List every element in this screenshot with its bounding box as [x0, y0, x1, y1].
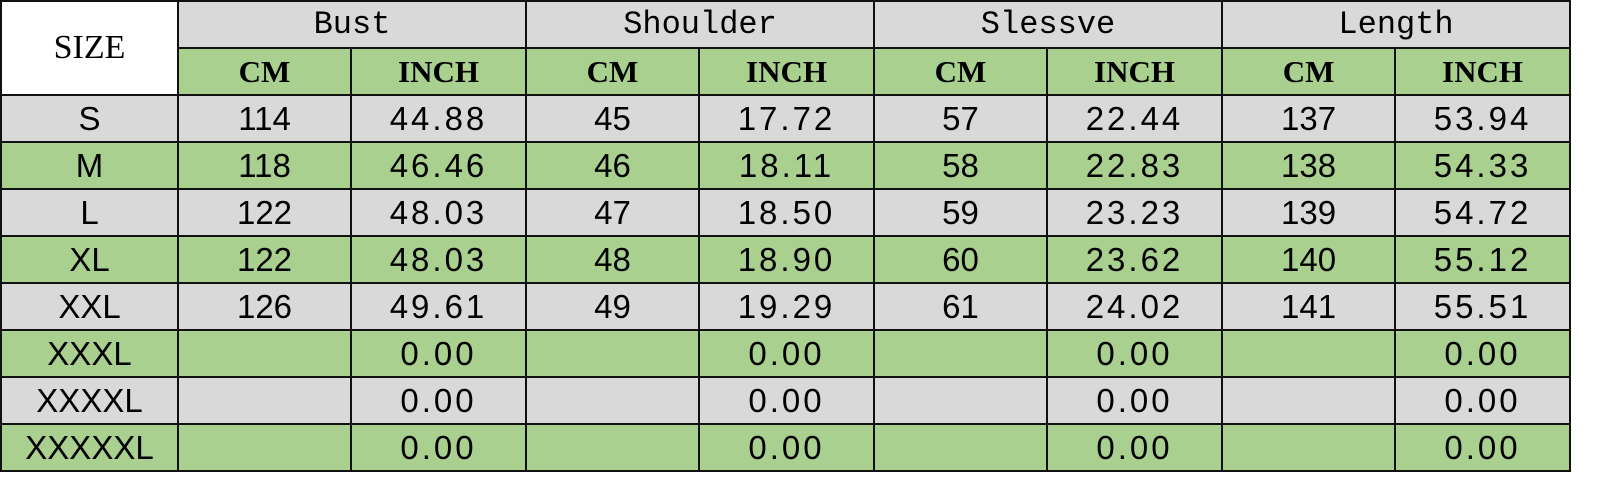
inch-cell: 0.00	[350, 376, 527, 425]
cm-cell	[525, 329, 700, 378]
cm-cell: 137	[1221, 94, 1397, 143]
cm-cell: 57	[873, 94, 1048, 143]
inch-cell: 18.50	[698, 188, 875, 237]
cm-cell: 49	[525, 282, 700, 331]
inch-cell: 55.12	[1394, 235, 1572, 284]
inch-cell: 54.33	[1394, 141, 1572, 190]
size-cell: M	[0, 141, 179, 190]
inch-cell: 24.02	[1045, 282, 1224, 331]
cm-cell: 138	[1221, 141, 1397, 190]
inch-cell: 0.00	[350, 423, 527, 472]
inch-cell: 0.00	[698, 329, 875, 378]
inch-cell: 23.62	[1045, 235, 1224, 284]
cm-cell: 139	[1221, 188, 1397, 237]
cm-cell	[873, 376, 1048, 425]
cm-cell	[525, 423, 700, 472]
cm-cell: 58	[873, 141, 1048, 190]
size-header: SIZE	[0, 0, 179, 96]
cm-cell	[1221, 376, 1397, 425]
inch-cell: 0.00	[1045, 376, 1224, 425]
unit-header-inch: INCH	[350, 47, 527, 96]
table-row: XXXXL 0.00 0.00 0.00 0.00	[0, 376, 1572, 425]
inch-cell: 18.11	[698, 141, 875, 190]
cm-cell: 48	[525, 235, 700, 284]
unit-header-inch: INCH	[698, 47, 875, 96]
table-row: S 114 44.88 45 17.72 57 22.44 137 53.94	[0, 94, 1572, 143]
table-row: XXL 126 49.61 49 19.29 61 24.02 141 55.51	[0, 282, 1572, 331]
unit-header-cm: CM	[1221, 47, 1397, 96]
inch-cell: 53.94	[1394, 94, 1572, 143]
cm-cell: 45	[525, 94, 700, 143]
unit-header-cm: CM	[177, 47, 352, 96]
table-row: M 118 46.46 46 18.11 58 22.83 138 54.33	[0, 141, 1572, 190]
cm-cell	[873, 329, 1048, 378]
size-cell: XXL	[0, 282, 179, 331]
inch-cell: 48.03	[350, 188, 527, 237]
table-row: XL 122 48.03 48 18.90 60 23.62 140 55.12	[0, 235, 1572, 284]
inch-cell: 0.00	[1394, 376, 1572, 425]
cm-cell: 47	[525, 188, 700, 237]
cm-cell	[177, 423, 352, 472]
cm-cell	[177, 376, 352, 425]
cm-cell	[177, 329, 352, 378]
cm-cell: 140	[1221, 235, 1397, 284]
inch-cell: 22.44	[1045, 94, 1224, 143]
cm-cell: 118	[177, 141, 352, 190]
size-cell: S	[0, 94, 179, 143]
inch-cell: 0.00	[1394, 329, 1572, 378]
table-row: L 122 48.03 47 18.50 59 23.23 139 54.72	[0, 188, 1572, 237]
inch-cell: 0.00	[1045, 423, 1224, 472]
cm-cell: 126	[177, 282, 352, 331]
unit-header-row: CM INCH CM INCH CM INCH CM INCH	[1, 47, 1572, 96]
group-header-row: SIZE Bust Shoulder Slessve Length	[0, 0, 1572, 96]
inch-cell: 0.00	[1045, 329, 1224, 378]
inch-cell: 0.00	[1394, 423, 1572, 472]
inch-cell: 44.88	[350, 94, 527, 143]
inch-cell: 54.72	[1394, 188, 1572, 237]
unit-header-cm: CM	[525, 47, 700, 96]
inch-cell: 22.83	[1045, 141, 1224, 190]
group-header-length: Length	[1221, 0, 1572, 49]
cm-cell: 59	[873, 188, 1048, 237]
cm-cell	[873, 423, 1048, 472]
size-chart-table: SIZE Bust Shoulder Slessve Length CM INC…	[0, 0, 1572, 472]
cm-cell: 122	[177, 188, 352, 237]
cm-cell: 61	[873, 282, 1048, 331]
inch-cell: 23.23	[1045, 188, 1224, 237]
table-row: XXXL 0.00 0.00 0.00 0.00	[0, 329, 1572, 378]
cm-cell: 60	[873, 235, 1048, 284]
cm-cell: 46	[525, 141, 700, 190]
cm-cell: 141	[1221, 282, 1397, 331]
inch-cell: 18.90	[698, 235, 875, 284]
unit-header-inch: INCH	[1394, 47, 1572, 96]
unit-header-cm: CM	[873, 47, 1048, 96]
size-cell: XXXL	[0, 329, 179, 378]
inch-cell: 19.29	[698, 282, 875, 331]
unit-header-inch: INCH	[1045, 47, 1224, 96]
size-cell: L	[0, 188, 179, 237]
cm-cell: 114	[177, 94, 352, 143]
inch-cell: 55.51	[1394, 282, 1572, 331]
inch-cell: 0.00	[350, 329, 527, 378]
inch-cell: 49.61	[350, 282, 527, 331]
inch-cell: 0.00	[698, 376, 875, 425]
cm-cell	[525, 376, 700, 425]
inch-cell: 17.72	[698, 94, 875, 143]
group-header-shoulder: Shoulder	[525, 0, 875, 49]
cm-cell: 122	[177, 235, 352, 284]
group-header-bust: Bust	[177, 0, 527, 49]
inch-cell: 48.03	[350, 235, 527, 284]
inch-cell: 0.00	[698, 423, 875, 472]
size-cell: XXXXL	[0, 376, 179, 425]
inch-cell: 46.46	[350, 141, 527, 190]
cm-cell	[1221, 423, 1397, 472]
size-cell: XL	[0, 235, 179, 284]
group-header-sleeve: Slessve	[872, 0, 1224, 49]
cm-cell	[1221, 329, 1397, 378]
table-row: XXXXXL 0.00 0.00 0.00 0.00	[0, 423, 1572, 472]
size-cell: XXXXXL	[0, 423, 179, 472]
